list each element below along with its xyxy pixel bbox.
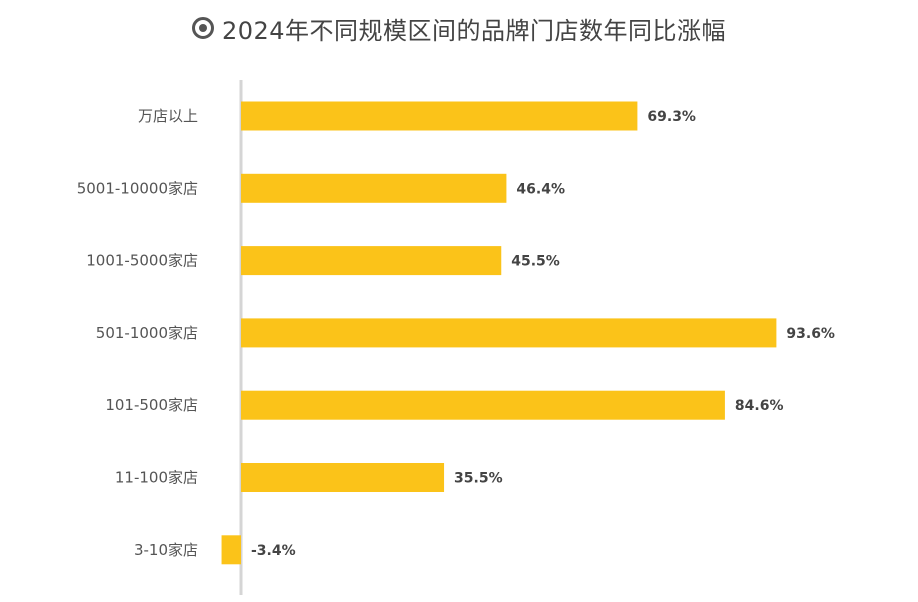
category-label: 1001-5000家店 [86, 252, 198, 270]
bar [241, 246, 502, 276]
bar [241, 463, 445, 492]
value-label: -3.4% [251, 543, 296, 559]
category-label: 11-100家店 [115, 469, 198, 487]
bar [241, 101, 638, 131]
value-label: 45.5% [511, 254, 560, 270]
category-label: 501-1000家店 [96, 324, 198, 342]
target-icon [191, 17, 214, 39]
category-label: 5001-10000家店 [77, 179, 198, 197]
chart-title: 2024年不同规模区间的品牌门店数年同比涨幅 [221, 16, 727, 45]
value-label: 93.6% [786, 326, 835, 342]
category-label: 3-10家店 [134, 541, 198, 559]
bar [241, 173, 507, 203]
value-label: 84.6% [735, 398, 784, 414]
bar [241, 318, 777, 348]
bar [241, 390, 725, 420]
category-label: 万店以上 [138, 107, 198, 125]
category-label: 101-500家店 [105, 396, 198, 414]
value-label: 46.4% [516, 181, 565, 197]
chart-title-row: 2024年不同规模区间的品牌门店数年同比涨幅 [0, 8, 918, 48]
value-label: 35.5% [454, 471, 503, 487]
bar [221, 535, 241, 565]
value-label: 69.3% [647, 109, 696, 125]
